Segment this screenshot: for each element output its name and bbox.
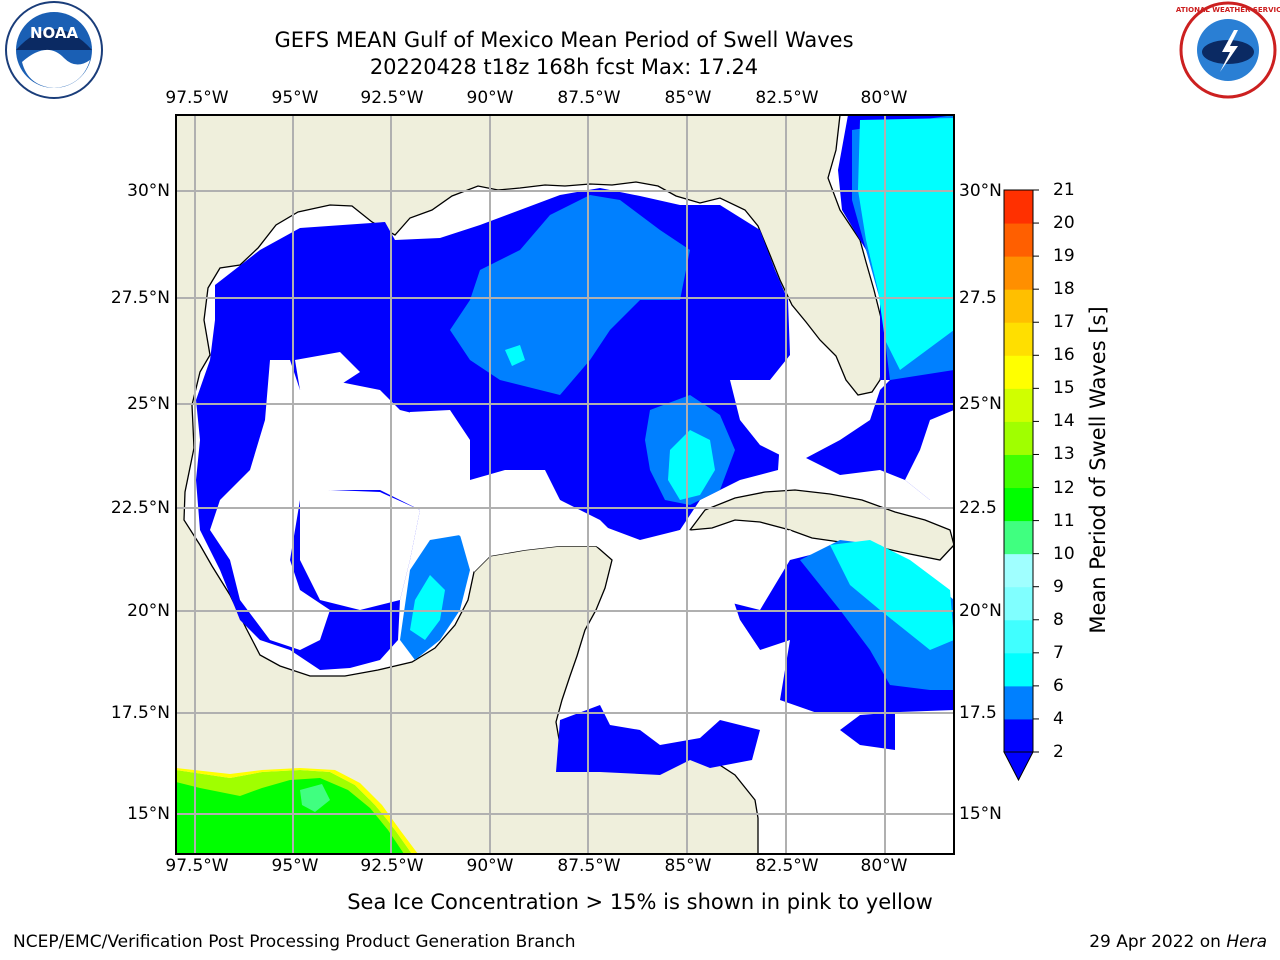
colorbar-segment-9 [1004,421,1033,455]
colorbar-tick-label-14: 18 [1053,279,1075,300]
chart-title: GEFS MEAN Gulf of Mexico Mean Period of … [274,28,854,52]
swell-zone-4-6s [450,195,690,395]
colorbar-tick-label-11: 15 [1053,378,1075,399]
colorbar-tick-label-15: 19 [1053,246,1075,267]
colorbar-segment-13 [1004,289,1033,323]
lon-label-top-6: 82.5°W [755,88,819,108]
colorbar-tick-label-6: 10 [1053,543,1075,564]
lat-label-right-5: 17.5 [959,703,997,723]
noaa-logo-text: NOAA [30,24,79,42]
lat-label-right-2: 25°N [959,394,1002,414]
map-frame [175,114,955,855]
lat-label-left-4: 20°N [127,601,170,621]
lon-label-bottom-7: 80°W [860,856,908,876]
colorbar-tick-label-8: 12 [1053,477,1075,498]
lat-label-left-3: 22.5°N [110,498,170,518]
lat-label-right-3: 22.5 [959,498,997,518]
colorbar-tick-label-1: 4 [1053,708,1064,729]
lat-label-right-6: 15°N [959,804,1002,824]
lat-label-right-4: 20°N [959,601,1002,621]
nws-logo-text: NATIONAL WEATHER SERVICE [1176,6,1280,14]
colorbar-segment-15 [1004,223,1033,257]
colorbar-tick-label-13: 17 [1053,312,1075,333]
lon-label-bottom-1: 95°W [271,856,319,876]
colorbar-tick-label-2: 6 [1053,675,1064,696]
lon-label-bottom-0: 97.5°W [165,856,229,876]
lat-label-left-1: 27.5°N [110,288,170,308]
pacific-yellow-green-band [176,770,412,854]
lat-label-right-0: 30°N [959,181,1002,201]
colorbar-segment-7 [1004,487,1033,522]
colorbar-segment-8 [1004,454,1033,489]
gridlines [176,115,954,854]
chart-subtitle: 20220428 t18z 168h fcst Max: 17.24 [369,55,759,79]
colorbar-tick-label-17: 21 [1053,180,1075,200]
lat-label-left-2: 25°N [127,394,170,414]
colorbar-segment-4 [1004,586,1033,621]
lon-label-top-5: 85°W [664,88,712,108]
colorbar-tick-label-0: 2 [1053,742,1064,762]
lon-label-top-7: 80°W [860,88,908,108]
no-data-gap-3 [400,410,780,700]
swell-zone-6-7s-bay [410,575,445,640]
colorbar-segment-0 [1004,718,1033,753]
lat-label-left-5: 17.5°N [110,703,170,723]
colorbar-extend-triangle [1003,751,1034,782]
swell-zone-6-7s [668,430,715,500]
no-data-gap-6 [905,410,954,500]
footer-credit: NCEP/EMC/Verification Post Processing Pr… [13,932,576,952]
colorbar-tick-label-16: 20 [1053,213,1075,234]
colorbar-segment-1 [1004,685,1033,720]
colorbar-segment-2 [1004,652,1033,687]
footer-date: 29 Apr 2022 on Hera [1089,932,1267,952]
lon-label-top-0: 97.5°W [165,88,229,108]
colorbar-frame [1003,189,1034,753]
noaa-logo: NOAA [5,1,103,99]
colorbar-tick-label-9: 13 [1053,444,1075,465]
colorbar-segment-10 [1004,388,1033,422]
lon-label-top-4: 87.5°W [557,88,621,108]
lon-label-bottom-3: 90°W [466,856,514,876]
colorbar-tick-label-5: 9 [1053,576,1064,597]
lon-label-bottom-5: 85°W [664,856,712,876]
colorbar-tick-label-7: 11 [1053,510,1075,531]
footer-date-text: 29 Apr 2022 on [1089,932,1227,952]
colorbar-tick-label-10: 14 [1053,411,1075,432]
colorbar-segment-16 [1004,190,1033,224]
swell-zone-6-7s-atlantic [858,118,954,370]
pacific-cyan-patch [300,784,330,812]
footer-host: Hera [1226,932,1267,952]
lon-label-bottom-6: 82.5°W [755,856,819,876]
colorbar-tick-label-4: 8 [1053,609,1064,630]
colorbar-tick-label-12: 16 [1053,345,1075,366]
sea-ice-note: Sea Ice Concentration > 15% is shown in … [347,890,933,914]
lon-label-top-3: 90°W [466,88,514,108]
colorbar-segment-12 [1004,322,1033,356]
colorbar-segment-3 [1004,619,1033,654]
colorbar-segment-6 [1004,520,1033,555]
lon-label-bottom-4: 87.5°W [557,856,621,876]
nws-logo: NATIONAL WEATHER SERVICE [1176,1,1280,99]
colorbar-segment-5 [1004,553,1033,588]
lon-label-bottom-2: 92.5°W [360,856,424,876]
colorbar-tick-label-3: 7 [1053,642,1064,663]
lon-label-top-1: 95°W [271,88,319,108]
colorbar [1003,189,1039,782]
lat-label-left-0: 30°N [127,181,170,201]
colorbar-segment-14 [1004,256,1033,290]
swell-period-field [176,115,954,854]
swell-zone-6-7s-caribbean [830,540,954,650]
lon-label-top-2: 92.5°W [360,88,424,108]
colorbar-segment-11 [1004,355,1033,389]
lat-label-left-6: 15°N [127,804,170,824]
colorbar-label: Mean Period of Swell Waves [s] [1086,306,1110,634]
swell-zone-2-4s-yucatan [556,705,760,775]
lat-label-right-1: 27.5 [959,288,997,308]
no-data-gap-1 [295,352,360,390]
swell-zone-6-7s-gulf [505,345,525,366]
